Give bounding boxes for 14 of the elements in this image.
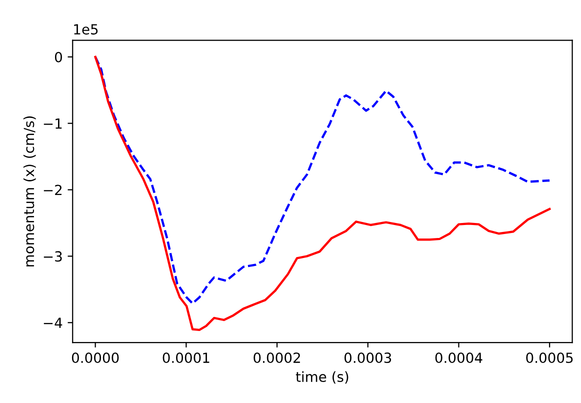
y-tick-label: −2 [44, 184, 62, 196]
x-tick-label: 0.0003 [344, 352, 392, 364]
y-tick-label: 0 [54, 52, 62, 62]
x-tick-label: 0.0001 [162, 352, 210, 364]
y-tick-label: −4 [44, 318, 62, 328]
y-tick-label: −3 [44, 251, 62, 262]
x-tick-label: 0.0005 [526, 352, 573, 364]
x-tick-label: 0.0000 [72, 352, 119, 364]
x-tick-label: 0.0004 [435, 352, 482, 364]
x-tick-label: 0.0002 [254, 352, 300, 364]
x-axis-title: time (s) [296, 371, 348, 384]
y-tick-label: −1 [44, 118, 62, 129]
y-axis-title: momentum (x) (cm/s) [23, 116, 36, 266]
text: 1e5 [74, 24, 98, 35]
